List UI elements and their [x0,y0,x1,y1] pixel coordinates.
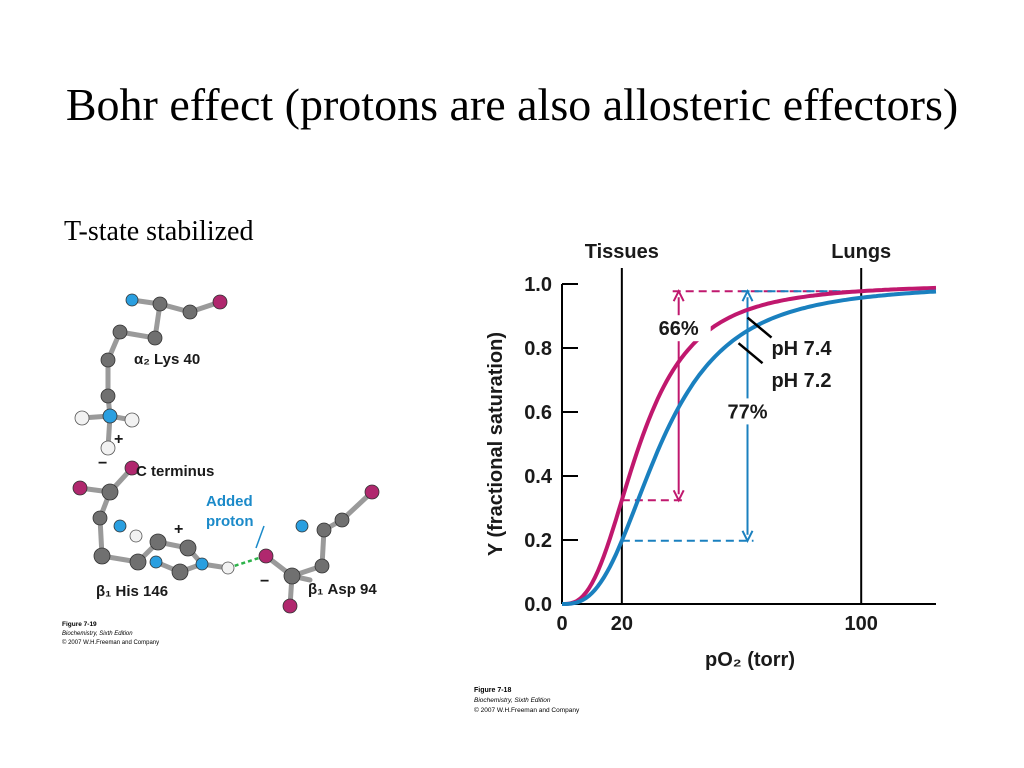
x-tick-label: 0 [556,613,567,635]
oxygen-binding-chart: 0.0 0.2 0.4 0.6 0.8 1.0 0 20 100 Tissues Lungs 6… [474,241,937,714]
arrow-head-bottom [741,530,754,544]
arrow-head-top [741,288,754,302]
added-proton-label-line1: Added [206,493,253,510]
slide-title: Bohr effect (protons are also allosteric… [65,79,959,130]
legend-entry-ph-7-4: pH 7.4 [771,338,832,360]
plus-charge-his: + [174,521,183,538]
y-tick-label: 0.2 [524,530,552,552]
x-tick-label: 100 [845,613,878,635]
series-curve-ph-7-2 [562,289,937,606]
annotation-background [646,315,711,342]
minus-charge-cterm: − [98,455,107,472]
added-proton-label-line2: proton [206,513,253,530]
y-tick-label: 0.0 [524,594,552,616]
bond-lines [77,297,375,609]
annotation-77-percent: 77% [727,401,767,423]
chart-credit-figure: Figure 7-18 [474,687,511,694]
x-axis-label: pO₂ (torr) [705,649,795,671]
plus-charge-lys: + [114,431,123,448]
c-terminus-label: C terminus [136,463,214,480]
annotation-66-percent: 66% [659,318,699,340]
y-tick-label: 0.4 [524,466,553,488]
minus-charge-asp: − [260,573,269,590]
series-curve-ph-7-4 [562,285,937,606]
chart-credit-book: Biochemistry, Sixth Edition [474,697,551,704]
y-tick-label: 1.0 [524,274,552,296]
atoms [72,293,380,614]
structure-credit-book: Biochemistry, Sixth Edition [62,631,133,637]
marker-label-tissues: Tissues [585,241,659,263]
annotation-background [715,398,780,425]
y-tick-label: 0.8 [524,338,552,360]
arrow-head-top [672,288,685,302]
structure-credit-copyright: © 2007 W.H.Freeman and Company [62,639,159,646]
slide-subtitle: T-state stabilized [64,216,254,247]
chart-axes [561,284,936,605]
lys-label: α₂ Lys 40 [134,351,200,368]
legend-entry-ph-7-2: pH 7.2 [771,370,831,392]
legend-leader-line [737,342,764,365]
added-proton-pointer [255,525,265,549]
y-tick-label: 0.6 [524,402,552,424]
x-tick-label: 20 [611,613,633,635]
arrow-head-bottom [672,489,685,503]
asp-label: β₁ Asp 94 [308,581,377,598]
salt-bridge-structure-figure: α₂ Lys 40 C terminus Added proton β₁ His… [62,293,380,646]
chart-credit-copyright: © 2007 W.H.Freeman and Company [474,706,580,714]
marker-label-lungs: Lungs [831,241,891,263]
structure-credit-figure: Figure 7-19 [62,621,97,628]
his-label: β₁ His 146 [96,583,168,600]
legend-leader-line [746,316,773,339]
y-axis-label: Y (fractional saturation) [485,332,507,556]
